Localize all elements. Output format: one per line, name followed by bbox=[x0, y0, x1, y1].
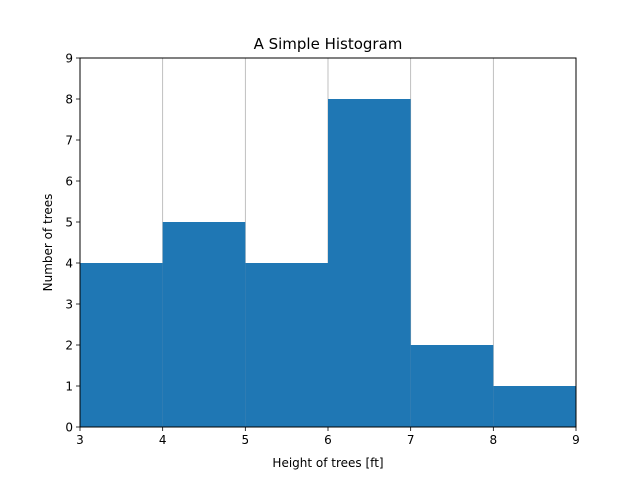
y-tick-label-0: 0 bbox=[65, 421, 73, 435]
bar-5 bbox=[493, 386, 576, 427]
y-axis-ticks: 0 1 2 3 4 5 6 7 8 9 bbox=[65, 52, 80, 435]
bar-1 bbox=[162, 222, 246, 427]
y-tick-label-1: 1 bbox=[65, 380, 73, 394]
bar-0 bbox=[80, 263, 163, 427]
y-tick-label-9: 9 bbox=[65, 52, 73, 66]
y-tick-label-8: 8 bbox=[65, 93, 73, 107]
x-tick-label-2: 5 bbox=[242, 433, 250, 447]
y-tick-label-6: 6 bbox=[65, 175, 73, 189]
x-axis-ticks: 3 4 5 6 7 8 9 bbox=[76, 427, 580, 447]
bar-4 bbox=[410, 345, 494, 427]
x-tick-label-6: 9 bbox=[572, 433, 580, 447]
x-tick-label-3: 6 bbox=[324, 433, 332, 447]
bar-3 bbox=[328, 99, 411, 427]
y-tick-label-7: 7 bbox=[65, 134, 73, 148]
bar-2 bbox=[245, 263, 328, 427]
y-tick-label-3: 3 bbox=[65, 298, 73, 312]
histogram-bars bbox=[80, 99, 576, 427]
x-axis-label: Height of trees [ft] bbox=[272, 456, 383, 470]
x-tick-label-1: 4 bbox=[159, 433, 167, 447]
y-tick-label-2: 2 bbox=[65, 339, 73, 353]
x-tick-label-5: 8 bbox=[490, 433, 498, 447]
y-axis-label: Number of trees bbox=[41, 194, 55, 292]
x-tick-label-0: 3 bbox=[76, 433, 84, 447]
x-tick-label-4: 7 bbox=[407, 433, 415, 447]
y-tick-label-4: 4 bbox=[65, 257, 73, 271]
chart-title: A Simple Histogram bbox=[254, 35, 403, 53]
y-tick-label-5: 5 bbox=[65, 216, 73, 230]
